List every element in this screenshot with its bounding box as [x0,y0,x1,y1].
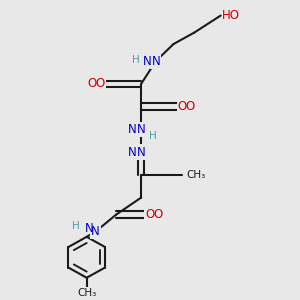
Text: H: H [72,221,79,231]
Text: N: N [128,123,137,136]
Text: N: N [137,146,146,159]
Text: CH₃: CH₃ [187,170,206,180]
Text: O: O [185,100,195,113]
Text: O: O [178,100,187,113]
Text: O: O [88,77,97,90]
Text: N: N [137,123,146,136]
Text: O: O [95,77,105,90]
Text: N: N [152,55,160,68]
Text: N: N [143,55,152,68]
Text: H: H [148,131,156,141]
Text: HO: HO [222,9,240,22]
Text: N: N [128,146,137,159]
Text: O: O [153,208,162,221]
Text: O: O [146,208,154,221]
Text: H: H [132,55,140,65]
Text: N: N [85,222,94,235]
Text: CH₃: CH₃ [77,288,96,298]
Text: N: N [91,225,100,238]
